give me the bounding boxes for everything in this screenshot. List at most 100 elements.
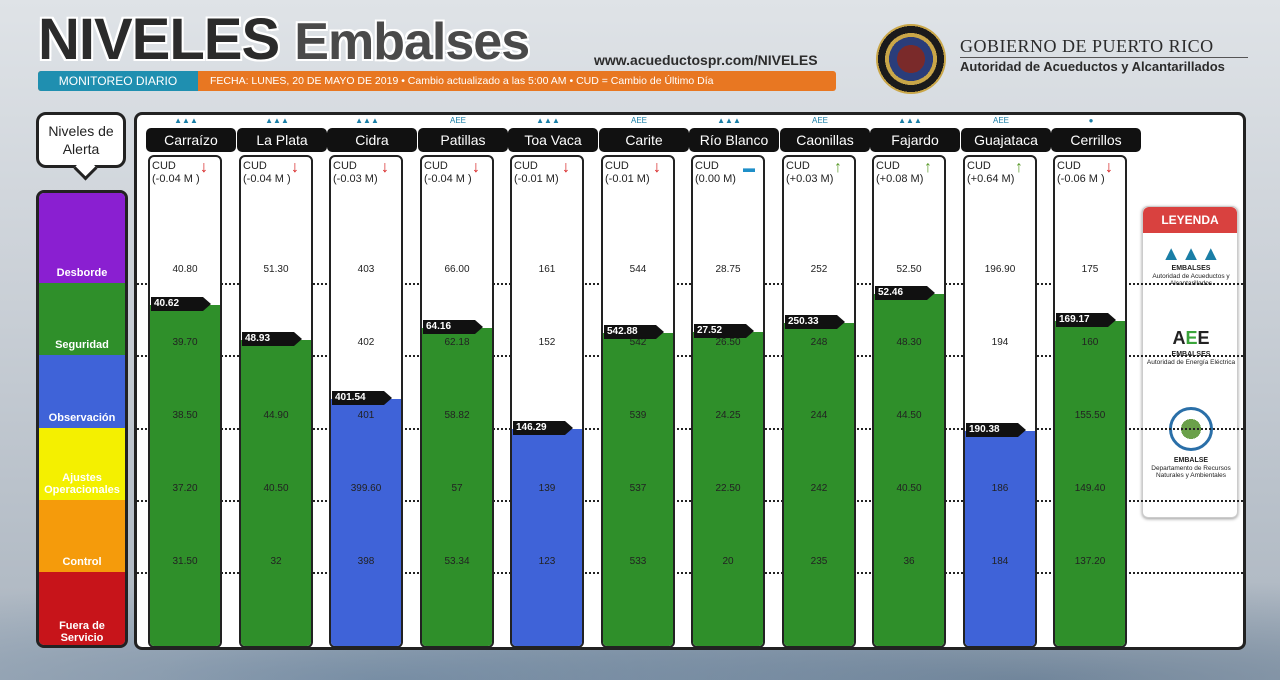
reservoir-level-bar bbox=[965, 430, 1035, 646]
cud-label: CUD bbox=[424, 160, 448, 172]
water-drops-icon: ▲▲▲ bbox=[265, 116, 289, 125]
threshold-value: 149.40 bbox=[1074, 483, 1106, 494]
reservoir-level-bar bbox=[241, 340, 311, 646]
reservoir-column bbox=[872, 155, 946, 648]
cud-label: CUD bbox=[243, 160, 267, 172]
cud-label: CUD bbox=[333, 160, 357, 172]
arrow-down-icon: ↓ bbox=[381, 159, 389, 176]
legend-title: LEYENDA bbox=[1143, 207, 1237, 233]
alert-band-0: Desborde bbox=[39, 193, 125, 283]
legend-item-desc: Departamento de Recursos Naturales y Amb… bbox=[1151, 464, 1231, 480]
threshold-value: 398 bbox=[357, 556, 375, 567]
alert-band-5: Fuera de Servicio bbox=[39, 572, 125, 645]
agency-name: Autoridad de Acueductos y Alcantarillado… bbox=[960, 59, 1225, 74]
alert-band-label: Ajustes Operacionales bbox=[44, 472, 120, 496]
current-level-tag: 40.62 bbox=[151, 296, 211, 311]
arrow-down-icon: ↓ bbox=[653, 159, 661, 176]
level-line bbox=[137, 355, 1243, 357]
threshold-value: 137.20 bbox=[1074, 556, 1106, 567]
current-level-tag: 169.17 bbox=[1056, 312, 1116, 327]
threshold-value: 22.50 bbox=[715, 483, 741, 494]
cud-label: CUD bbox=[967, 160, 991, 172]
alert-band-label: Observación bbox=[48, 412, 116, 424]
legend-box: LEYENDA ▲▲▲ EMBALSES Autoridad de Acuedu… bbox=[1142, 206, 1238, 518]
reservoir-name: Carite bbox=[599, 128, 689, 152]
threshold-value: 542 bbox=[629, 337, 647, 348]
threshold-value: 403 bbox=[357, 264, 375, 275]
reservoir-column bbox=[691, 155, 765, 648]
threshold-value: 155.50 bbox=[1074, 410, 1106, 421]
reservoir-level-bar bbox=[512, 428, 582, 646]
cud-value: CUD (+0.64 M) bbox=[967, 160, 1014, 186]
alert-band-label: Fuera de Servicio bbox=[59, 620, 105, 644]
cud-label: CUD bbox=[514, 160, 538, 172]
reservoir-level-bar bbox=[422, 327, 492, 646]
threshold-value: 26.50 bbox=[715, 337, 741, 348]
cud-value: CUD (-0.06 M ) bbox=[1057, 160, 1105, 186]
arrow-down-icon: ↓ bbox=[200, 159, 208, 176]
threshold-value: 31.50 bbox=[172, 556, 198, 567]
threshold-value: 184 bbox=[991, 556, 1009, 567]
threshold-value: 28.75 bbox=[715, 264, 741, 275]
threshold-value: 544 bbox=[629, 264, 647, 275]
alert-band-3: Ajustes Operacionales bbox=[39, 428, 125, 500]
alert-band-1: Seguridad bbox=[39, 283, 125, 355]
arrow-up-icon: ↑ bbox=[1015, 159, 1023, 176]
reservoir-name: Guajataca bbox=[961, 128, 1051, 152]
level-line bbox=[137, 428, 1243, 430]
threshold-value: 196.90 bbox=[984, 264, 1016, 275]
water-drops-icon: ▲▲▲ bbox=[1161, 243, 1221, 265]
website-url[interactable]: www.acueductospr.com/NIVELES bbox=[594, 52, 818, 68]
cud-label: CUD bbox=[786, 160, 810, 172]
level-line bbox=[137, 572, 1243, 574]
divider bbox=[960, 57, 1248, 58]
title-word-embalses: Embalses bbox=[294, 13, 530, 71]
cud-amount: (-0.06 M ) bbox=[1057, 173, 1105, 185]
threshold-value: 32 bbox=[270, 556, 282, 567]
cud-value: CUD (-0.04 M ) bbox=[424, 160, 472, 186]
current-level-tag: 401.54 bbox=[332, 390, 392, 405]
reservoir-level-bar bbox=[150, 304, 220, 646]
threshold-value: 40.50 bbox=[896, 483, 922, 494]
legend-item-name: EMBALSE bbox=[1173, 457, 1209, 464]
cud-value: CUD (-0.01 M) bbox=[514, 160, 559, 186]
cud-amount: (-0.04 M ) bbox=[424, 173, 472, 185]
threshold-value: 160 bbox=[1081, 337, 1099, 348]
current-level-tag: 52.46 bbox=[875, 285, 935, 300]
arrow-up-icon: ↑ bbox=[924, 159, 932, 176]
reservoir-column bbox=[510, 155, 584, 648]
cud-value: CUD (-0.04 M ) bbox=[152, 160, 200, 186]
threshold-value: 401 bbox=[357, 410, 375, 421]
flat-trend-icon: ▬ bbox=[743, 161, 755, 175]
alert-band-label: Desborde bbox=[56, 267, 108, 279]
aee-logo-icon: AEE bbox=[1172, 328, 1210, 348]
threshold-value: 533 bbox=[629, 556, 647, 567]
threshold-value: 39.70 bbox=[172, 337, 198, 348]
reservoir-level-bar bbox=[693, 332, 763, 646]
current-level-tag: 48.93 bbox=[242, 332, 302, 347]
threshold-value: 44.90 bbox=[263, 410, 289, 421]
cud-label: CUD bbox=[876, 160, 900, 172]
cud-value: CUD (-0.03 M) bbox=[333, 160, 378, 186]
cud-value: CUD (-0.04 M ) bbox=[243, 160, 291, 186]
cud-value: CUD (0.00 M) bbox=[695, 160, 736, 186]
threshold-value: 161 bbox=[538, 264, 556, 275]
cud-amount: (-0.04 M ) bbox=[243, 173, 291, 185]
threshold-value: 242 bbox=[810, 483, 828, 494]
reservoir-column bbox=[1053, 155, 1127, 648]
threshold-value: 40.50 bbox=[263, 483, 289, 494]
threshold-value: 194 bbox=[991, 337, 1009, 348]
reservoir-name: Caonillas bbox=[780, 128, 870, 152]
water-drops-icon: ▲▲▲ bbox=[717, 116, 741, 125]
threshold-value: 52.50 bbox=[896, 264, 922, 275]
cud-value: CUD (+0.03 M) bbox=[786, 160, 833, 186]
reservoir-level-bar bbox=[331, 398, 401, 646]
threshold-value: 152 bbox=[538, 337, 556, 348]
threshold-value: 36 bbox=[903, 556, 915, 567]
threshold-value: 66.00 bbox=[444, 264, 470, 275]
reservoir-name: Cerrillos bbox=[1051, 128, 1141, 152]
cud-amount: (+0.08 M) bbox=[876, 173, 924, 185]
threshold-value: 399.60 bbox=[350, 483, 382, 494]
threshold-value: 252 bbox=[810, 264, 828, 275]
cud-amount: (0.00 M) bbox=[695, 173, 736, 185]
